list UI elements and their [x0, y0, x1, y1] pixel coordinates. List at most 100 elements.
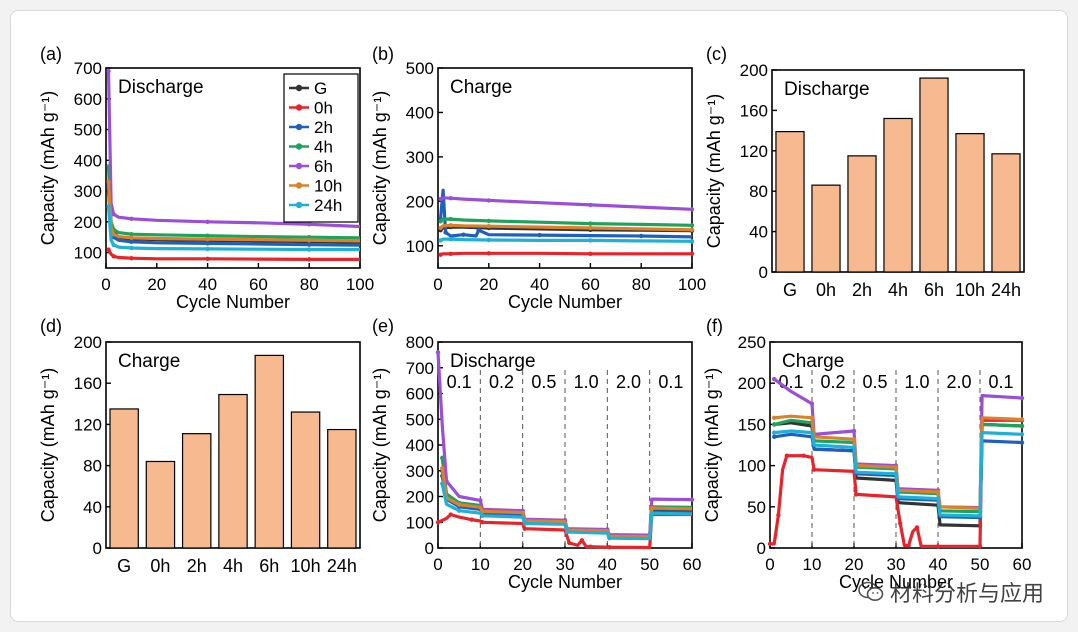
data-point-e-0h	[579, 538, 585, 543]
bar-d-2h	[181, 433, 212, 549]
data-point-f-0h	[811, 467, 817, 472]
data-point-e-0h	[469, 517, 475, 522]
x-tick-label-e: 0	[433, 555, 442, 574]
data-point-a-10h	[106, 179, 111, 185]
y-tick-label-b: 500	[406, 59, 434, 78]
x-tick-label-c: G	[783, 280, 797, 300]
bar-c-24h	[991, 153, 1021, 273]
data-point-f-24h	[893, 471, 899, 477]
series-line-e-10h	[440, 467, 693, 539]
data-point-f-2h	[1019, 440, 1025, 445]
series-line-a-6h	[106, 71, 361, 229]
data-point-f-4h	[772, 422, 777, 427]
data-point-f-0h	[914, 525, 920, 530]
y-tick-label-e: 0	[425, 539, 434, 558]
data-point-f-0h	[801, 453, 806, 458]
rate-label-f: 0.5	[862, 372, 887, 392]
data-point-a-2h	[205, 241, 210, 246]
x-tick-label-d: 6h	[259, 556, 279, 576]
y-tick-label-f: 100	[738, 457, 766, 476]
data-point-b-10h	[448, 223, 453, 228]
panel-title-e: Discharge	[450, 351, 536, 372]
x-tick-label-f: 50	[971, 555, 990, 574]
y-tick-label-e: 300	[406, 462, 434, 481]
data-point-a-0h	[205, 256, 210, 261]
data-point-b-2h	[639, 233, 644, 239]
data-point-a-4h	[307, 235, 312, 240]
y-tick-label-c: 200	[740, 61, 768, 80]
data-point-b-10h	[689, 227, 695, 232]
data-point-f-24h	[851, 445, 857, 450]
data-point-f-2h	[772, 434, 777, 439]
bar-c-4h	[883, 117, 913, 273]
data-point-a-2h	[129, 239, 134, 245]
data-point-a-4h	[205, 233, 210, 238]
wechat-icon	[858, 581, 884, 603]
bar-d-10h	[290, 411, 321, 549]
data-point-f-6h	[772, 376, 777, 382]
data-point-e-0h	[435, 520, 441, 525]
x-tick-label-c: 6h	[924, 280, 944, 300]
y-axis-label-f: Capacity (mAh g⁻¹)	[702, 368, 722, 523]
data-point-a-0h	[307, 257, 312, 262]
data-point-b-4h	[486, 218, 491, 224]
x-tick-label-a: 60	[249, 275, 268, 294]
data-point-f-6h	[809, 401, 815, 406]
data-point-f-0h	[853, 492, 859, 497]
series-line-b-0h	[439, 251, 692, 257]
x-tick-label-f: 0	[765, 555, 774, 574]
data-point-b-10h	[486, 224, 491, 229]
panel-title-c: Discharge	[784, 79, 870, 100]
y-axis-label-a: Capacity (mAh g⁻¹)	[38, 91, 58, 246]
x-tick-label-d: G	[117, 556, 131, 576]
data-point-f-10h	[1019, 417, 1025, 422]
data-point-b-10h	[588, 225, 593, 231]
y-tick-label-a: 700	[74, 59, 102, 78]
bar-d-6h	[254, 354, 285, 549]
y-tick-label-d: 40	[83, 498, 102, 517]
series-line-a-24h	[106, 206, 360, 252]
x-axis-label-a: Cycle Number	[176, 292, 290, 312]
x-tick-label-e: 60	[683, 555, 702, 574]
data-point-f-24h	[977, 513, 983, 519]
data-point-f-10h	[772, 415, 777, 421]
bar-d-24h	[327, 428, 357, 549]
series-line-b-4h	[439, 217, 693, 227]
x-tick-label-e: 20	[513, 555, 532, 574]
x-tick-label-d: 24h	[327, 556, 357, 576]
legend-label-G: G	[314, 79, 327, 98]
rate-label-f: 2.0	[946, 372, 971, 392]
x-tick-label-c: 0h	[816, 280, 836, 300]
data-point-a-6h	[106, 68, 111, 74]
data-point-f-4h	[1019, 423, 1025, 429]
panel-label-d: (d)	[40, 316, 62, 336]
data-point-f-10h	[809, 415, 815, 421]
data-point-a-10h	[111, 231, 116, 237]
y-tick-label-e: 600	[406, 385, 434, 404]
data-point-b-6h	[689, 207, 695, 212]
y-tick-label-c: 120	[740, 142, 768, 161]
data-point-b-24h	[588, 238, 593, 243]
legend-marker-6h	[295, 162, 303, 170]
data-point-f-10h	[893, 465, 899, 470]
legend-label-24h: 24h	[314, 196, 342, 215]
y-tick-label-b: 300	[406, 148, 434, 167]
data-point-e-24h	[480, 513, 485, 519]
y-tick-label-e: 700	[406, 359, 434, 378]
data-point-b-0h	[689, 251, 695, 256]
x-tick-label-f: 60	[1013, 555, 1032, 574]
x-tick-label-b: 80	[632, 275, 651, 294]
data-point-f-0h	[784, 453, 789, 458]
y-tick-label-e: 200	[406, 488, 434, 507]
data-point-a-6h	[307, 222, 312, 227]
panel-c: (c) 0 40 80 120 160 200 Capacity (mAh g⁻¹) Disch…	[704, 44, 1025, 300]
data-point-a-0h	[106, 247, 111, 252]
data-point-e-0h	[607, 545, 612, 550]
y-axis-label-d: Capacity (mAh g⁻¹)	[38, 368, 58, 523]
y-tick-label-c: 160	[740, 101, 768, 120]
data-point-e-10h	[649, 505, 654, 511]
data-point-b-4h	[588, 221, 593, 226]
